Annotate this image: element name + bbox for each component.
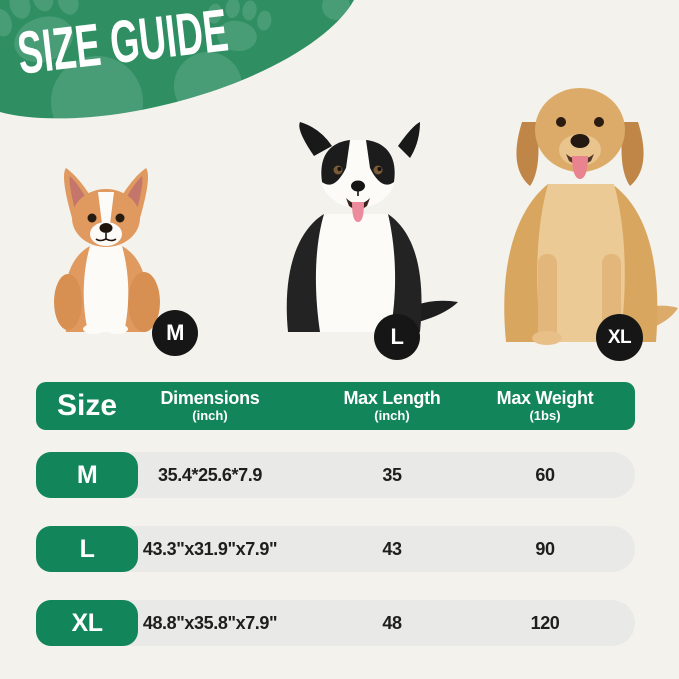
max-length-value: 35 bbox=[382, 465, 402, 485]
column-label: Max Weight bbox=[496, 388, 594, 409]
column-unit: (1bs) bbox=[529, 407, 561, 423]
border-collie-illustration bbox=[286, 122, 458, 332]
column-header-dimensions: Dimensions (inch) bbox=[160, 388, 259, 424]
column-header-max-length: Max Length (inch) bbox=[343, 388, 440, 424]
column-header-max-weight: Max Weight (1bs) bbox=[497, 388, 594, 424]
size-badge-l: L bbox=[374, 314, 420, 360]
dimensions-value: 43.3"x31.9"x7.9" bbox=[142, 539, 278, 559]
column-label: Max Length bbox=[343, 388, 441, 409]
max-weight-value: 60 bbox=[535, 465, 555, 485]
column-unit: (inch) bbox=[192, 407, 228, 423]
max-length-value: 43 bbox=[382, 539, 402, 559]
size-badge-xl: XL bbox=[596, 314, 643, 361]
table-row: L 43.3"x31.9"x7.9" 43 90 bbox=[36, 526, 635, 572]
size-cell: XL bbox=[36, 600, 138, 646]
paw-icon bbox=[0, 0, 350, 119]
max-weight-value: 120 bbox=[530, 613, 560, 633]
dimensions-value: 35.4*25.6*7.9 bbox=[158, 465, 262, 485]
table-row: M 35.4*25.6*7.9 35 60 bbox=[36, 452, 635, 498]
size-badge-m: M bbox=[152, 310, 198, 356]
golden-retriever-illustration bbox=[504, 88, 678, 345]
column-unit: (inch) bbox=[374, 407, 410, 423]
table-header: Size Dimensions (inch) Max Length (inch)… bbox=[36, 382, 635, 430]
max-length-value: 48 bbox=[382, 613, 402, 633]
table-row: XL 48.8"x35.8"x7.9" 48 120 bbox=[36, 600, 635, 646]
max-weight-value: 90 bbox=[535, 539, 555, 559]
dimensions-value: 48.8"x35.8"x7.9" bbox=[142, 613, 278, 633]
corgi-illustration bbox=[54, 168, 160, 334]
size-cell: M bbox=[36, 452, 138, 498]
column-header-size: Size bbox=[56, 389, 118, 422]
banner-blob bbox=[0, 0, 354, 119]
column-label: Dimensions bbox=[160, 388, 260, 409]
size-cell: L bbox=[36, 526, 138, 572]
